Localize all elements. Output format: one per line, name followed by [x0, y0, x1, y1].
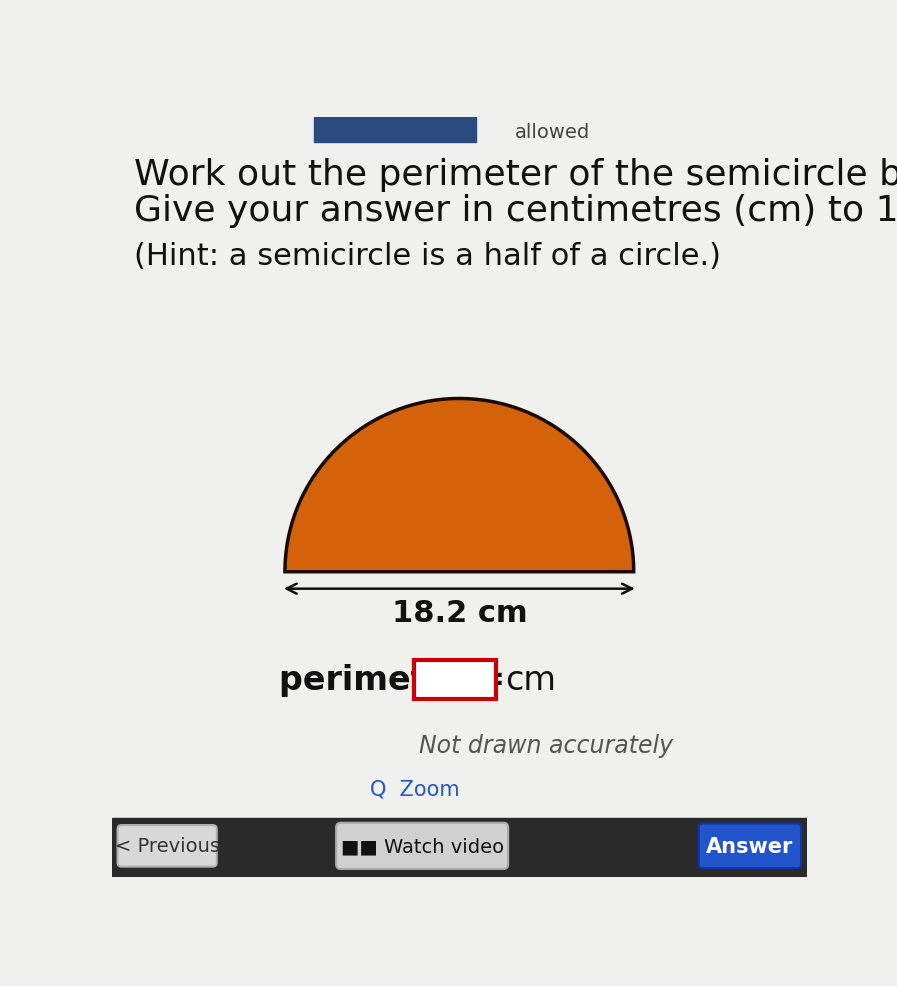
Text: allowed: allowed — [515, 122, 590, 142]
Text: perimeter =: perimeter = — [279, 664, 505, 696]
Bar — [112, 818, 807, 878]
Text: Give your answer in centimetres (cm) to 1 d.p.: Give your answer in centimetres (cm) to … — [134, 193, 897, 228]
Text: < Previous: < Previous — [115, 836, 220, 856]
Bar — [414, 661, 496, 699]
Text: Not drawn accurately: Not drawn accurately — [419, 734, 673, 757]
FancyBboxPatch shape — [118, 825, 217, 867]
Text: (Hint: a semicircle is a half of a circle.): (Hint: a semicircle is a half of a circl… — [134, 242, 721, 270]
Polygon shape — [285, 399, 633, 572]
Text: ■■ Watch video: ■■ Watch video — [341, 836, 504, 856]
FancyBboxPatch shape — [336, 823, 508, 869]
Bar — [314, 118, 476, 143]
Text: Work out the perimeter of the semicircle below.: Work out the perimeter of the semicircle… — [134, 159, 897, 192]
Text: Q  Zoom: Q Zoom — [370, 778, 459, 799]
FancyBboxPatch shape — [699, 823, 801, 869]
Text: cm: cm — [505, 664, 556, 696]
Text: 18.2 cm: 18.2 cm — [391, 599, 527, 627]
Text: Answer: Answer — [706, 836, 794, 856]
